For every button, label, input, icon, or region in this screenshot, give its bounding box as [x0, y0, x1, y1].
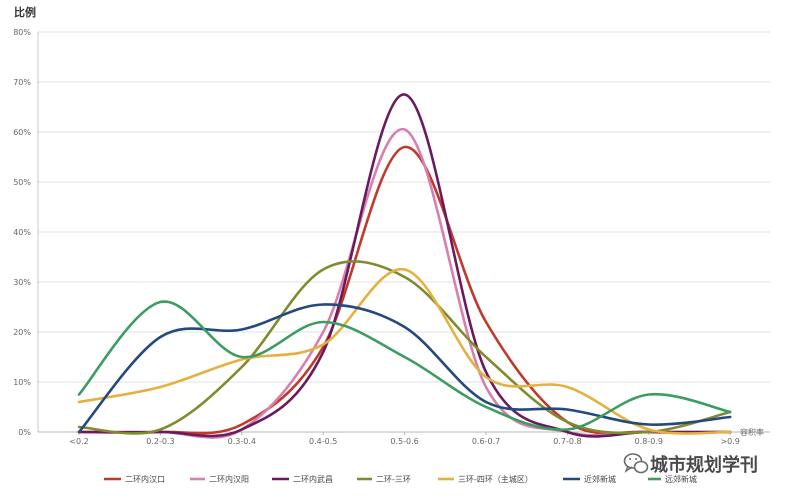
- y-tick-label: 70%: [13, 78, 31, 87]
- legend-label: 二环内汉阳: [209, 474, 249, 484]
- x-tick-label: 0.2-0.3: [146, 437, 174, 446]
- y-tick-label: 40%: [13, 228, 31, 237]
- legend-label: 二环-三环: [376, 475, 411, 484]
- legend-label: 二环内汉口: [125, 474, 165, 484]
- series-line-2: [77, 128, 732, 439]
- y-tick-label: 60%: [13, 128, 31, 137]
- series-line-5: [77, 268, 732, 435]
- series-line-7: [77, 300, 732, 432]
- watermark: 城市规划学刊: [623, 453, 758, 476]
- series-lines: [77, 93, 732, 439]
- legend-label: 三环-四环（主城区）: [458, 474, 533, 484]
- legend-item-6: 近郊新城: [563, 474, 616, 484]
- y-tick-label: 10%: [13, 378, 31, 387]
- legend-label: 近郊新城: [584, 474, 616, 484]
- x-tick-label: 0.4-0.5: [309, 437, 337, 446]
- y-tick-label: 20%: [13, 328, 31, 337]
- legend-item-4: 二环-三环: [357, 475, 411, 484]
- series-line-6: [77, 303, 732, 434]
- legend-label: 二环内武昌: [293, 474, 333, 484]
- legend-item-1: 二环内汉口: [104, 474, 165, 484]
- gridlines: [38, 31, 770, 383]
- legend-label: 远郊新城: [665, 474, 697, 484]
- watermark-text: 城市规划学刊: [650, 454, 758, 476]
- x-tick-label: 0.5-0.6: [390, 437, 418, 446]
- wechat-icon: [623, 453, 649, 474]
- axes: 0% 10% 20% 30% 40% 50% 60% 70% 80% <0.2 0.2-0.3 0.3…: [13, 28, 770, 446]
- legend: 二环内汉口 二环内汉阳 二环内武昌 二环-三环 三环-四环（主城区） 近郊新城 远郊新城: [104, 474, 697, 484]
- x-tick-label: <0.2: [69, 437, 88, 446]
- legend-item-7: 远郊新城: [648, 474, 697, 484]
- x-tick-label: 0.3-0.4: [228, 437, 256, 446]
- y-tick-label: 0%: [18, 428, 31, 437]
- legend-item-3: 二环内武昌: [272, 474, 333, 484]
- x-tick-label: >0.9: [720, 437, 739, 446]
- y-tick-label: 80%: [13, 28, 31, 37]
- y-tick-label: 50%: [13, 178, 31, 187]
- x-axis-title: 容积率: [740, 427, 764, 437]
- series-line-1: [77, 145, 732, 435]
- x-tick-label: 0.8-0.9: [635, 437, 663, 446]
- y-tick-label: 30%: [13, 278, 31, 287]
- legend-item-2: 二环内汉阳: [190, 474, 249, 484]
- y-axis-title: 比例: [14, 5, 36, 19]
- legend-item-5: 三环-四环（主城区）: [438, 474, 533, 484]
- x-tick-label: 0.6-0.7: [472, 437, 500, 446]
- series-line-4: [77, 260, 732, 435]
- x-tick-label: 0.7-0.8: [553, 437, 581, 446]
- series-line-3: [77, 93, 732, 438]
